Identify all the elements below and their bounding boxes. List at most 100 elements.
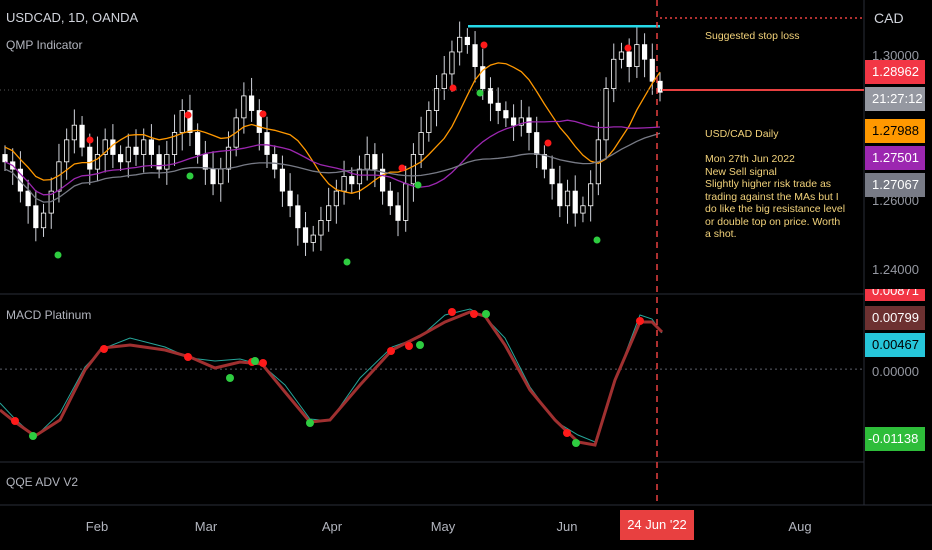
macd-cross-down-dot xyxy=(563,429,571,437)
candle-body xyxy=(634,44,640,67)
sell-signal-dot xyxy=(480,41,488,49)
candle-body xyxy=(141,139,147,155)
macd-cross-down-dot xyxy=(387,347,395,355)
buy-signal-dot xyxy=(54,251,62,259)
macd-cross-up-dot xyxy=(572,439,580,447)
note-line xyxy=(705,141,845,154)
candle-body xyxy=(187,110,193,133)
moving-average-line xyxy=(4,119,661,196)
indicator-label-qmp[interactable]: QMP Indicator xyxy=(6,38,83,52)
candle-body xyxy=(156,154,162,170)
note-line: do like the big resistance level xyxy=(705,203,846,215)
candle-body xyxy=(534,132,540,155)
candle-body xyxy=(210,168,216,185)
candle-body xyxy=(657,80,663,93)
candle-body xyxy=(87,146,93,170)
sell-signal-dot xyxy=(259,110,267,118)
candle-body xyxy=(626,51,632,67)
candle-body xyxy=(2,154,8,163)
note-line: trading against the MAs but I xyxy=(705,190,839,203)
candle-body xyxy=(441,73,447,89)
candle-body xyxy=(310,234,316,243)
candle-body xyxy=(202,154,208,170)
macd-cross-up-dot xyxy=(416,341,424,349)
candle-body xyxy=(248,95,255,111)
macd-cross-up-dot xyxy=(251,357,259,365)
candle-body xyxy=(195,132,201,155)
time-tick: Aug xyxy=(788,519,812,534)
candle-body xyxy=(618,51,625,60)
analysis-note: USD/CAD Daily Mon 27th Jun 2022 New Sell… xyxy=(705,128,845,241)
buy-signal-dot xyxy=(476,89,484,97)
candle-body xyxy=(464,36,470,46)
macd-cross-down-dot xyxy=(100,345,108,353)
candle-body xyxy=(287,190,293,207)
macd-cross-up-dot xyxy=(226,374,234,382)
candle-body xyxy=(426,110,432,133)
histogram-low-tag: -0.01138 xyxy=(865,427,925,451)
candle-body xyxy=(179,110,185,133)
buy-signal-dot xyxy=(343,258,351,266)
buy-signal-dot xyxy=(414,181,422,189)
candle-body xyxy=(295,205,301,229)
candle-body xyxy=(218,168,224,185)
candle-body xyxy=(518,117,524,126)
candle-body xyxy=(64,139,70,163)
indicator-label-qqe[interactable]: QQE ADV V2 xyxy=(6,475,79,489)
candle-body xyxy=(94,154,101,170)
candle-body xyxy=(40,212,47,229)
candle-body xyxy=(102,139,108,155)
buy-signal-dot xyxy=(593,236,601,244)
candle-body xyxy=(541,154,548,170)
candle-body xyxy=(349,176,355,185)
candle-body xyxy=(410,154,417,185)
candle-body xyxy=(572,190,578,214)
time-tick: May xyxy=(430,519,456,534)
candle-body xyxy=(341,176,347,192)
candle-body xyxy=(256,110,262,133)
moving-average-line xyxy=(4,132,661,203)
sell-signal-dot xyxy=(624,44,632,52)
last-price-tag: 1.28962 xyxy=(865,60,925,84)
note-line: USD/CAD Daily xyxy=(705,128,779,140)
macd-cross-down-dot xyxy=(184,353,192,361)
candle-body xyxy=(171,132,178,155)
macd-cross-down-dot xyxy=(636,317,644,325)
candle-body xyxy=(480,66,486,89)
signal-line xyxy=(0,310,664,447)
candle-body xyxy=(526,117,532,133)
sell-signal-dot xyxy=(398,164,406,172)
stop-loss-note: Suggested stop loss xyxy=(705,30,800,42)
time-tick: Apr xyxy=(321,519,343,534)
candle-body xyxy=(549,168,555,185)
candle-body xyxy=(33,205,39,229)
candle-body xyxy=(364,154,370,170)
candle-body xyxy=(495,102,501,111)
candle-body xyxy=(641,44,648,60)
time-tick: Jun xyxy=(556,519,578,534)
candle-body xyxy=(279,168,286,192)
indicator-label-macd[interactable]: MACD Platinum xyxy=(6,308,92,322)
candle-body xyxy=(588,183,594,207)
candle-body xyxy=(326,205,332,221)
macd-cross-up-dot xyxy=(29,432,37,440)
candle-body xyxy=(372,154,378,170)
candle-body xyxy=(503,110,509,119)
candle-body xyxy=(564,190,571,207)
candle-body xyxy=(603,88,609,141)
macd-cross-down-dot xyxy=(11,417,19,425)
candle-body xyxy=(17,168,24,192)
candle-body xyxy=(133,146,139,155)
candle-body xyxy=(457,36,463,53)
symbol-title[interactable]: USDCAD, 1D, OANDA xyxy=(6,10,139,25)
candle-body xyxy=(125,146,131,163)
candle-body xyxy=(403,183,409,221)
candle-body xyxy=(395,205,401,221)
sell-signal-dot xyxy=(449,84,457,92)
moving-average-line xyxy=(4,62,661,194)
candle-body xyxy=(418,132,424,155)
currency-label[interactable]: CAD xyxy=(874,10,904,26)
ma-gray-tag: 1.27067 xyxy=(865,173,925,197)
candle-body xyxy=(225,146,232,170)
